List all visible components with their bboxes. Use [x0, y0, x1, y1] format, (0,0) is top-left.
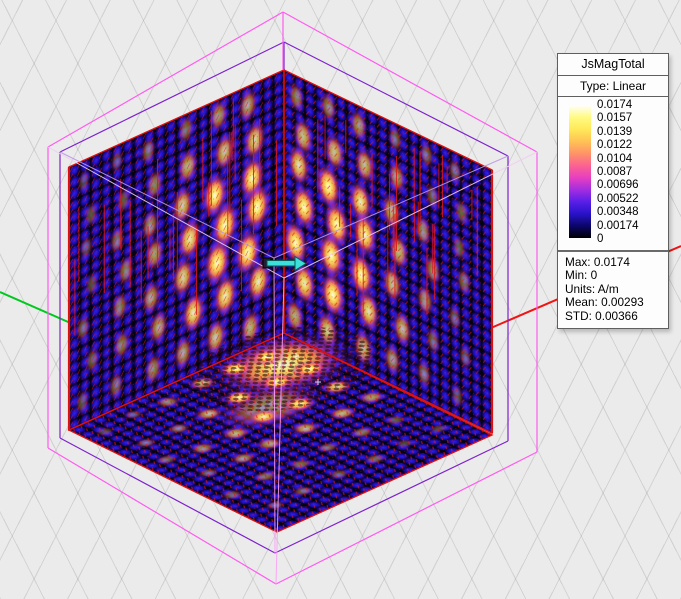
inner-wireframe-box: [59, 41, 509, 554]
colorbar-gradient: [569, 105, 591, 238]
scale-label: 0.00696: [597, 179, 639, 192]
scale-label: 0.0087: [597, 165, 633, 178]
colorbar-labels: 0.0174 0.0157 0.0139 0.0122 0.0104 0.008…: [597, 99, 639, 245]
stat-max: Max: 0.0174: [565, 255, 630, 269]
scale-label: 0.00522: [597, 192, 639, 205]
scale-label: 0.0139: [597, 125, 633, 138]
scale-label: 0.0174: [597, 99, 633, 111]
scale-label: 0: [597, 232, 604, 245]
scale-label: 0.0157: [597, 112, 633, 125]
scale-label: 0.00348: [597, 206, 639, 219]
field-arrow-lines: [74, 98, 277, 336]
field-data-cube[interactable]: [52, 68, 526, 533]
legend-title: JsMagTotal: [558, 54, 668, 76]
legend-stats: Max: 0.0174 Min: 0 Units: A/m Mean: 0.00…: [558, 252, 668, 328]
scale-label: 0.0122: [597, 139, 633, 152]
legend-scale-type: Type: Linear: [558, 76, 668, 97]
scale-label: 0.0104: [597, 152, 633, 165]
stat-mean: Mean: 0.00293: [565, 295, 644, 310]
stat-std: STD: 0.00366: [565, 308, 638, 323]
outer-wireframe-box: [47, 11, 538, 585]
legend-panel[interactable]: JsMagTotal Type: Linear 0.0174 0.0157 0.…: [557, 53, 669, 330]
scale-label: 0.00174: [597, 219, 639, 232]
stat-min: Min: 0: [565, 268, 598, 283]
legend-colorbar-section: 0.0174 0.0157 0.0139 0.0122 0.0104 0.008…: [558, 97, 668, 252]
stat-units: Units: A/m: [565, 281, 619, 296]
excitation-arrow-icon[interactable]: [262, 255, 307, 272]
